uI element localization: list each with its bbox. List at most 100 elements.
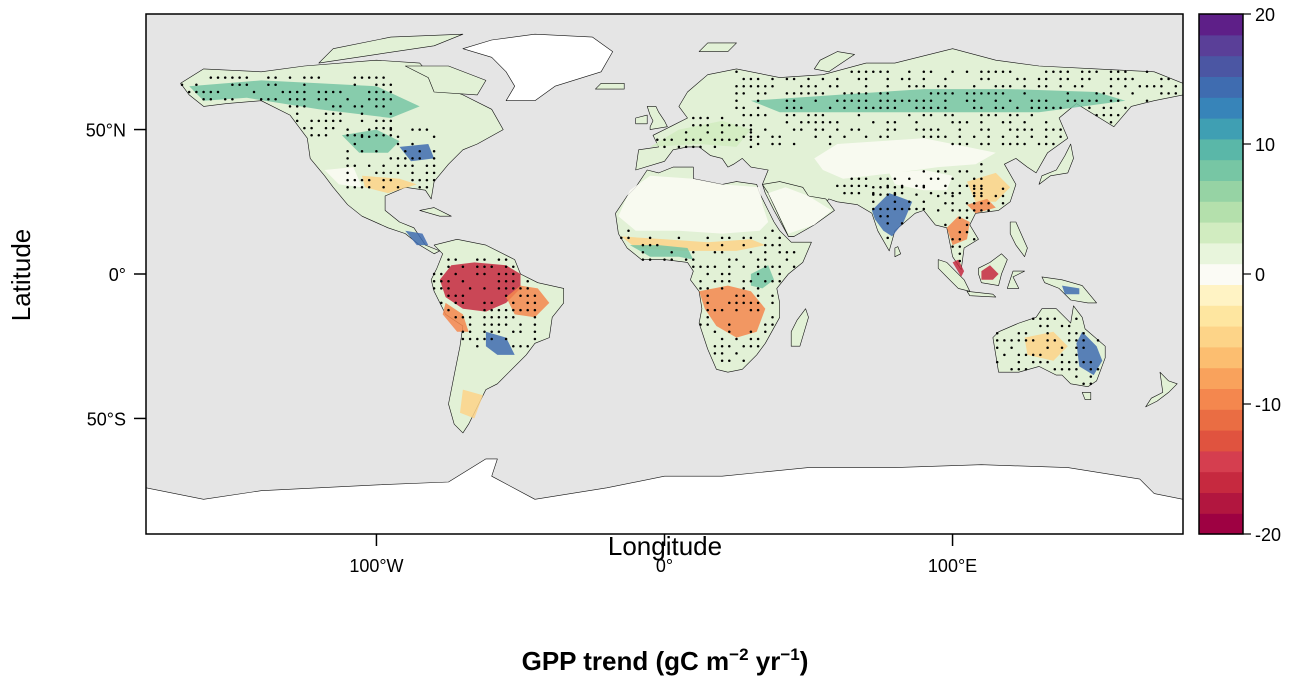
significance-dot (1116, 70, 1120, 74)
svalbard-land (698, 42, 737, 52)
significance-dot (1039, 317, 1042, 321)
east-africa-pos-trend-patch (750, 265, 774, 289)
significance-dot (951, 238, 954, 241)
significance-dot (512, 272, 515, 276)
significance-dot (785, 92, 789, 95)
new-zealand-land (1145, 371, 1178, 408)
significance-dot (447, 265, 450, 269)
y-tick-label: 50°S (87, 409, 126, 429)
colorbar: 20 10 0 -10 -20 (1198, 5, 1281, 545)
significance-dot (310, 134, 313, 137)
significance-dot (418, 149, 421, 153)
significance-dot (756, 142, 760, 146)
significance-dot (288, 90, 292, 94)
significance-dot (346, 178, 349, 182)
significance-dot (512, 316, 515, 319)
japan-land (1038, 143, 1074, 185)
significance-dot (231, 83, 234, 87)
significance-dot (756, 294, 760, 297)
significance-dot (303, 90, 306, 94)
tibet-trend-patch (889, 170, 953, 191)
significance-dot (1031, 317, 1035, 321)
significance-dot (922, 113, 926, 117)
significance-dot (1008, 142, 1012, 146)
significance-dot (1017, 331, 1021, 335)
significance-dot (324, 134, 328, 137)
borneo-neg-trend-patch (981, 265, 999, 280)
significance-dot (367, 76, 371, 79)
significance-dot (951, 113, 954, 117)
significance-dot (1080, 99, 1084, 102)
significance-dot (396, 135, 400, 139)
significance-dot (728, 272, 731, 276)
significance-dot (879, 193, 882, 196)
significance-dot (706, 131, 709, 134)
significance-dot (900, 99, 904, 102)
significance-dot (936, 209, 940, 212)
significance-dot (1145, 70, 1149, 74)
significance-dot (879, 106, 882, 110)
significance-dot (886, 70, 889, 74)
significance-dot (1075, 317, 1078, 321)
significance-dot (821, 92, 825, 95)
significance-dot (418, 178, 421, 182)
significance-dot (663, 138, 666, 141)
significance-dot (915, 184, 918, 188)
colorbar-caption: GPP trend (gC m−2 yr−1) (522, 645, 809, 676)
significance-dot (807, 77, 810, 81)
significance-dot (526, 287, 529, 290)
significance-dot (764, 92, 767, 95)
significance-dot (749, 251, 753, 254)
significance-dot (713, 279, 717, 283)
significance-dot (1160, 92, 1163, 95)
sahara-trend-patch (618, 175, 769, 234)
significance-dot (1096, 339, 1100, 342)
significance-dot (857, 128, 861, 131)
significance-dot (504, 279, 508, 283)
significance-dot (886, 222, 889, 225)
significance-dot (972, 209, 976, 212)
significance-dot (886, 184, 889, 188)
significance-dot (915, 84, 918, 88)
significance-dot (476, 258, 479, 261)
significance-dot (519, 294, 522, 297)
significance-dot (396, 164, 400, 167)
significance-dot (663, 145, 666, 149)
significance-dot (1046, 317, 1049, 321)
significance-dot (749, 131, 753, 134)
colorbar-swatch (1199, 492, 1243, 514)
significance-dot (367, 135, 371, 139)
arctic-islands-land (318, 33, 464, 64)
caption-exponent-2: −1 (780, 645, 799, 664)
significance-dot (1082, 331, 1085, 335)
significance-dot (965, 121, 969, 124)
significance-dot (310, 76, 313, 79)
significance-dot (404, 149, 407, 153)
significance-dot (735, 92, 738, 95)
significance-dot (987, 209, 990, 212)
significance-dot (749, 308, 753, 312)
significance-dot (771, 301, 774, 305)
significance-dot (987, 128, 990, 131)
significance-dot (425, 171, 429, 175)
significance-dot (389, 178, 393, 182)
map-panel (145, 13, 1184, 535)
significance-dot (706, 116, 709, 120)
significance-dot (944, 170, 947, 173)
significance-dot (728, 279, 731, 283)
significance-dot (929, 128, 933, 131)
significance-dot (375, 119, 378, 123)
significance-dot (814, 135, 817, 139)
significance-dot (980, 191, 983, 195)
significance-dot (418, 128, 421, 131)
significance-dot (764, 128, 767, 131)
significance-dot (504, 308, 508, 312)
significance-dot (1109, 113, 1113, 117)
significance-dot (360, 178, 364, 182)
significance-dot (900, 191, 904, 195)
significance-dot (1037, 77, 1041, 81)
significance-dot (461, 279, 465, 283)
significance-dot (864, 84, 868, 88)
significance-dot (1008, 121, 1012, 124)
